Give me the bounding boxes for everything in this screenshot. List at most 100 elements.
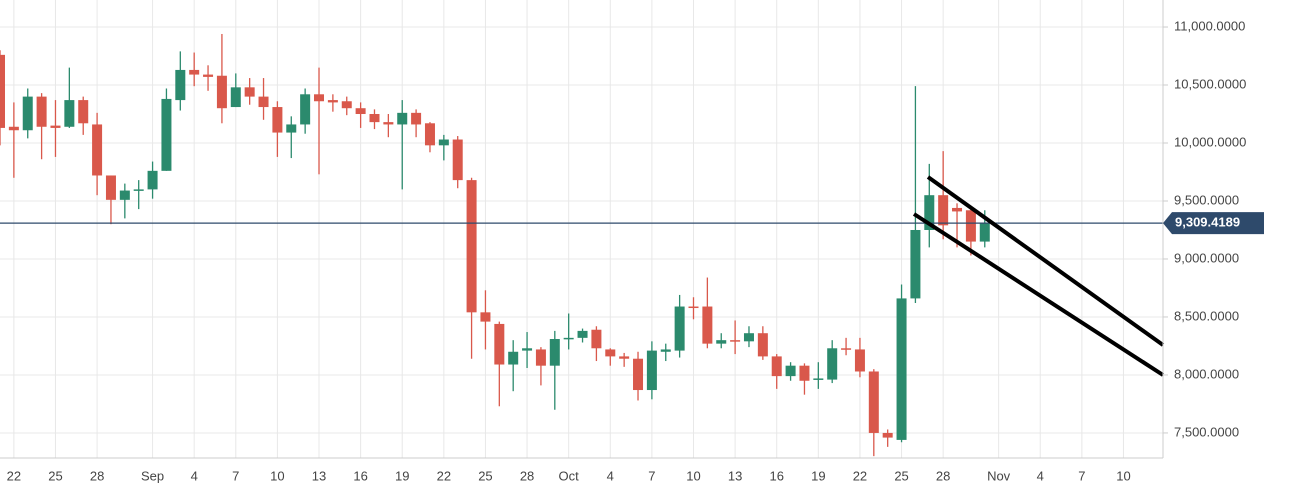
candle-body — [854, 349, 865, 372]
trend-line — [912, 212, 1165, 377]
candle-body — [882, 432, 893, 438]
candle-body — [910, 229, 921, 299]
candle-body — [314, 94, 325, 102]
candle-body — [175, 69, 186, 101]
x-tick-label: 13 — [312, 468, 326, 483]
price-label-box — [1163, 212, 1264, 235]
candles — [0, 33, 1163, 457]
candle-body — [841, 348, 852, 350]
candle-body — [979, 223, 990, 242]
y-tick-label: 9,000.0000 — [1174, 250, 1239, 265]
candle-body — [244, 87, 255, 97]
x-tick-label: 16 — [353, 468, 367, 483]
candle-body — [688, 306, 699, 309]
x-tick-label: Sep — [141, 468, 164, 483]
x-tick-label: 13 — [728, 468, 742, 483]
candle-body — [619, 356, 630, 359]
candle-body — [785, 365, 796, 377]
candle-body — [730, 340, 741, 342]
y-tick-label: 10,000.0000 — [1174, 134, 1246, 149]
candle-body — [438, 139, 449, 146]
candle-body — [383, 122, 394, 125]
trend-line — [926, 175, 1165, 347]
candle-body — [258, 96, 269, 108]
candle-body — [105, 175, 116, 200]
x-tick-label: 19 — [395, 468, 409, 483]
y-tick-label: 7,500.0000 — [1174, 424, 1239, 439]
candle-body — [535, 349, 546, 366]
x-tick-label: 10 — [1116, 468, 1130, 483]
candle-body — [397, 112, 408, 125]
candle-body — [466, 180, 477, 313]
x-tick-label: 7 — [648, 468, 655, 483]
candle-body — [743, 333, 754, 342]
x-tick-label: 7 — [232, 468, 239, 483]
candle-body — [549, 339, 560, 366]
candle-body — [508, 351, 519, 365]
candle-body — [327, 100, 338, 103]
candle-body — [813, 378, 824, 380]
candle-body — [577, 330, 588, 338]
candle-body — [411, 112, 422, 125]
x-tick-label: 28 — [936, 468, 950, 483]
candle-body — [0, 54, 5, 128]
x-tick-label: 4 — [191, 468, 198, 483]
x-tick-label: 16 — [769, 468, 783, 483]
x-tick-label: 25 — [478, 468, 492, 483]
candle-body — [522, 348, 533, 351]
candle-body — [494, 323, 505, 365]
y-tick-label: 11,000.0000 — [1174, 18, 1245, 33]
candle-body — [591, 329, 602, 349]
candle-body — [92, 124, 103, 176]
candle-body — [868, 371, 879, 433]
x-tick-label: 22 — [437, 468, 451, 483]
y-tick-label: 8,000.0000 — [1174, 366, 1239, 381]
candle-body — [480, 312, 491, 322]
candle-body — [452, 139, 463, 181]
candle-body — [702, 306, 713, 344]
candle-body — [660, 349, 671, 352]
candle-body — [286, 124, 297, 133]
x-tick-label: 10 — [686, 468, 700, 483]
candle-body — [563, 337, 574, 340]
candle-body — [147, 170, 158, 190]
candle-body — [119, 190, 130, 200]
x-tick-label: 25 — [894, 468, 908, 483]
x-tick-label: 28 — [90, 468, 104, 483]
candle-body — [924, 195, 935, 230]
candle-body — [189, 69, 200, 75]
candle-body — [965, 210, 976, 242]
x-tick-label: Oct — [559, 468, 580, 483]
candle-body — [771, 356, 782, 377]
x-tick-label: 22 — [853, 468, 867, 483]
candle-body — [799, 365, 810, 381]
candle-body — [300, 94, 311, 125]
x-tick-label: 22 — [7, 468, 21, 483]
candle-body — [646, 350, 657, 391]
candle-body — [272, 107, 283, 133]
candle-body — [605, 349, 616, 357]
price-label: 9,309.4189 — [1175, 215, 1240, 230]
y-tick-label: 10,500.0000 — [1174, 76, 1246, 91]
x-tick-label: 7 — [1078, 468, 1085, 483]
x-tick-label: Nov — [987, 468, 1011, 483]
candle-body — [133, 189, 144, 191]
candle-body — [674, 306, 685, 351]
x-tick-label: 28 — [520, 468, 534, 483]
candle-body — [355, 108, 366, 115]
candle-body — [64, 100, 75, 127]
candle-body — [341, 101, 352, 109]
x-tick-label: 4 — [607, 468, 614, 483]
candle-body — [369, 114, 380, 123]
candle-body — [424, 123, 435, 146]
candle-body — [161, 98, 172, 171]
labels: 7,500.0000 8,000.0000 8,500.0000 9,000.0000… — [7, 18, 1264, 483]
candle-body — [716, 340, 727, 344]
candle-body — [952, 207, 963, 212]
candle-body — [827, 348, 838, 380]
x-tick-label: 25 — [48, 468, 62, 483]
x-tick-label: 4 — [1037, 468, 1044, 483]
candle-body — [36, 96, 47, 127]
candle-body — [203, 74, 214, 77]
